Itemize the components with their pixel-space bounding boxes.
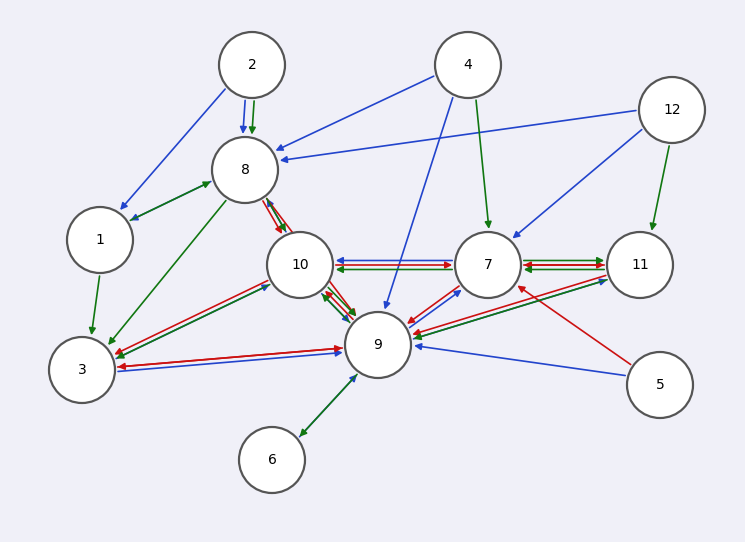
Circle shape	[219, 32, 285, 98]
Text: 2: 2	[247, 58, 256, 72]
Circle shape	[455, 232, 521, 298]
Text: 4: 4	[463, 58, 472, 72]
Text: 6: 6	[267, 453, 276, 467]
Text: 11: 11	[631, 258, 649, 272]
Text: 12: 12	[663, 103, 681, 117]
Text: 3: 3	[77, 363, 86, 377]
Circle shape	[435, 32, 501, 98]
Text: 8: 8	[241, 163, 250, 177]
Text: 9: 9	[373, 338, 382, 352]
Circle shape	[212, 137, 278, 203]
Circle shape	[67, 207, 133, 273]
Circle shape	[639, 77, 705, 143]
Circle shape	[627, 352, 693, 418]
Circle shape	[345, 312, 411, 378]
Text: 10: 10	[291, 258, 309, 272]
Circle shape	[607, 232, 673, 298]
Text: 5: 5	[656, 378, 665, 392]
Circle shape	[267, 232, 333, 298]
Text: 7: 7	[484, 258, 492, 272]
Text: 1: 1	[95, 233, 104, 247]
Circle shape	[49, 337, 115, 403]
Circle shape	[239, 427, 305, 493]
